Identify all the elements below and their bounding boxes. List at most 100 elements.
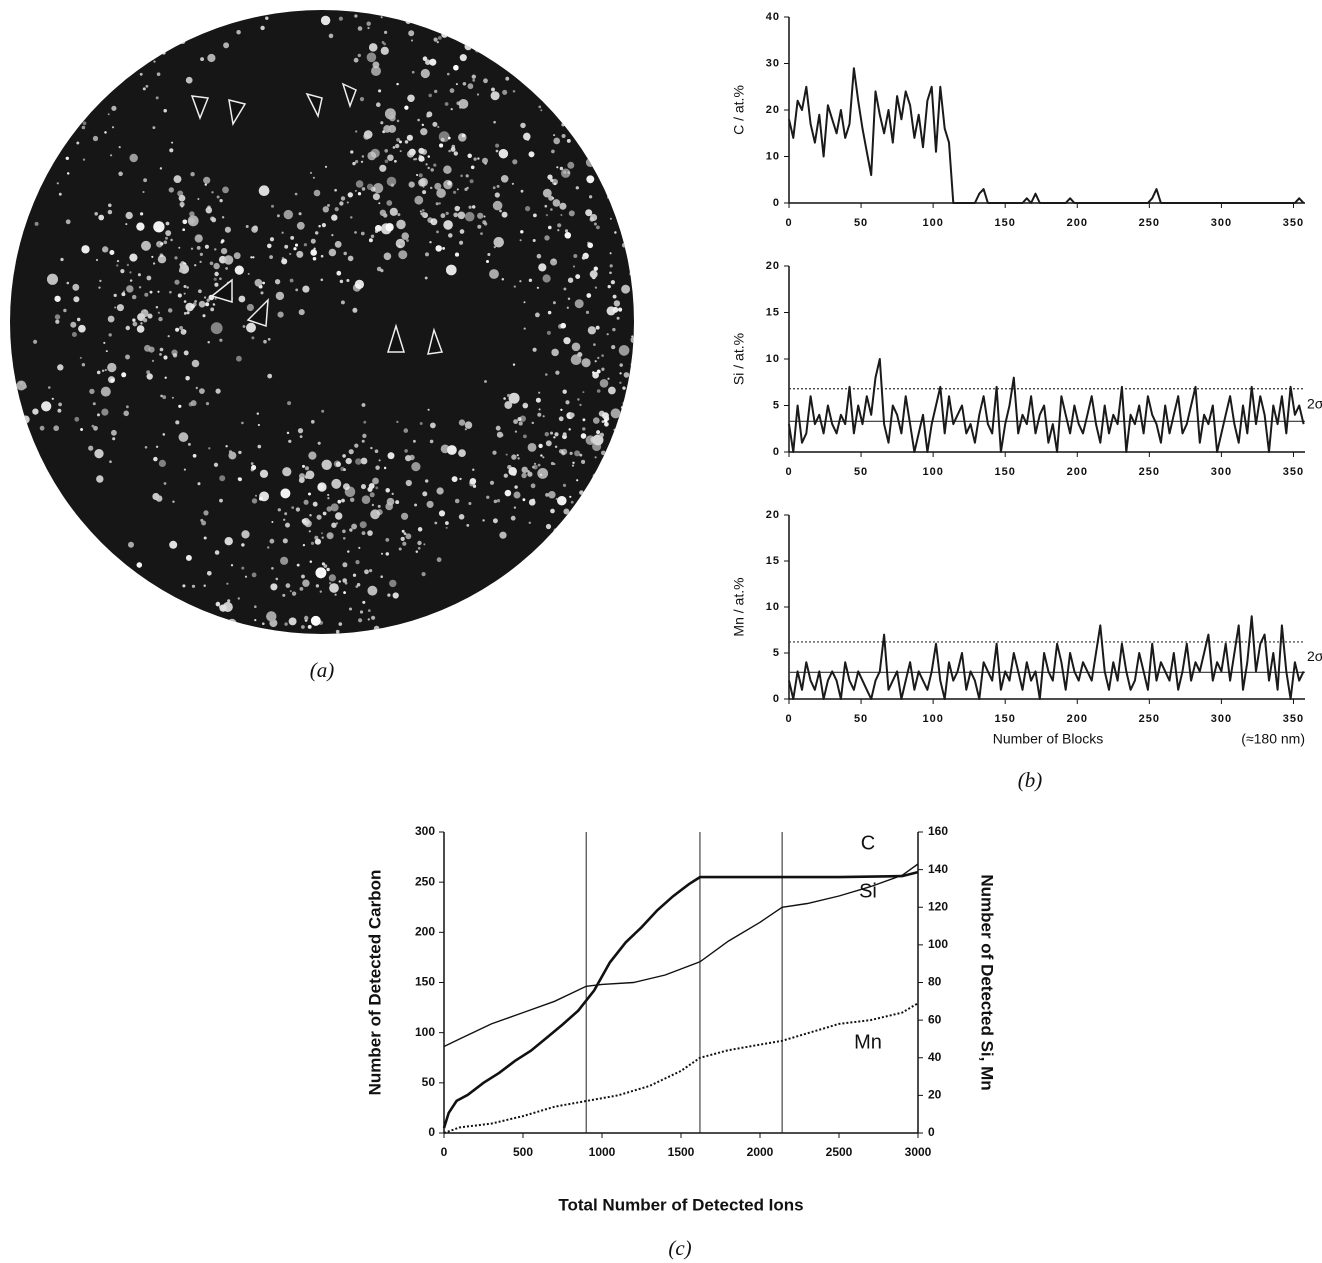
particle xyxy=(385,538,390,542)
particle xyxy=(326,567,330,572)
particle xyxy=(450,147,456,152)
particle xyxy=(10,54,12,58)
particle xyxy=(38,148,43,153)
particle xyxy=(211,191,214,194)
particle xyxy=(179,326,184,330)
particle xyxy=(430,218,438,226)
particle xyxy=(265,16,269,20)
particle xyxy=(466,10,469,13)
particle xyxy=(233,252,241,260)
particle xyxy=(167,335,170,338)
particle xyxy=(289,252,292,256)
particle xyxy=(512,363,516,366)
particle xyxy=(612,306,619,313)
particle xyxy=(169,290,172,294)
particle xyxy=(328,574,336,582)
particle xyxy=(607,10,617,16)
particle xyxy=(617,418,625,425)
particle xyxy=(594,360,597,363)
particle xyxy=(16,10,19,13)
particle xyxy=(601,367,605,371)
arrowhead xyxy=(305,92,323,119)
particle xyxy=(422,491,428,497)
particle xyxy=(616,316,620,320)
particle xyxy=(62,59,66,63)
y-tick-label: 0 xyxy=(773,446,780,458)
data-line xyxy=(788,358,1305,453)
particle xyxy=(592,473,599,479)
particle xyxy=(11,441,14,444)
particle xyxy=(162,50,166,55)
particle xyxy=(421,572,426,577)
particle xyxy=(105,13,109,17)
particle xyxy=(488,27,493,32)
particle xyxy=(157,255,167,264)
particle xyxy=(205,207,212,214)
particle xyxy=(373,625,380,632)
particle xyxy=(226,582,229,585)
particle xyxy=(48,386,51,389)
particle xyxy=(396,137,400,142)
particle xyxy=(215,601,221,607)
particle xyxy=(62,59,66,63)
particle xyxy=(339,201,344,206)
particle xyxy=(439,143,444,148)
particle xyxy=(12,17,17,22)
particle xyxy=(379,164,387,172)
particle xyxy=(180,617,185,623)
particle xyxy=(203,584,206,587)
particle xyxy=(296,221,305,230)
particle xyxy=(595,106,599,111)
particle xyxy=(559,202,567,210)
particle xyxy=(17,72,20,75)
x-tick-label: 300 xyxy=(1211,713,1232,725)
particle xyxy=(194,264,197,267)
particle xyxy=(411,70,415,74)
particle xyxy=(328,33,334,39)
particle xyxy=(13,109,18,114)
particle xyxy=(547,25,552,30)
particle xyxy=(437,126,440,128)
particle xyxy=(10,76,15,86)
particle xyxy=(426,114,430,118)
particle xyxy=(571,464,575,467)
particle xyxy=(453,24,457,28)
particle xyxy=(19,189,22,192)
particle xyxy=(183,350,189,356)
particle xyxy=(367,26,370,30)
particle xyxy=(152,493,160,500)
particle xyxy=(368,483,375,489)
particle xyxy=(450,108,453,111)
particle xyxy=(94,630,97,633)
particle xyxy=(316,514,322,520)
particle xyxy=(584,556,591,563)
particle xyxy=(48,91,53,95)
particle xyxy=(259,496,263,501)
particle xyxy=(577,398,580,401)
particle xyxy=(328,248,337,257)
y-tick-label: 200 xyxy=(415,925,435,939)
particle xyxy=(361,531,366,535)
particle xyxy=(197,234,202,239)
particle xyxy=(495,143,500,148)
particle xyxy=(277,508,281,512)
particle xyxy=(596,225,600,230)
particle xyxy=(81,125,86,130)
particle xyxy=(565,400,570,405)
particle xyxy=(630,439,634,442)
particle xyxy=(361,231,365,236)
particle xyxy=(489,480,495,485)
particle xyxy=(582,427,586,431)
particle xyxy=(366,183,374,190)
particle xyxy=(387,452,395,460)
particle xyxy=(587,81,596,91)
particle xyxy=(425,59,431,65)
particle xyxy=(557,496,567,506)
particle xyxy=(523,132,531,141)
particle xyxy=(507,393,511,398)
particle xyxy=(445,211,449,215)
x-tick-label: 1000 xyxy=(589,1145,616,1159)
particle xyxy=(10,415,17,424)
particle xyxy=(395,500,400,504)
particle xyxy=(464,421,473,429)
